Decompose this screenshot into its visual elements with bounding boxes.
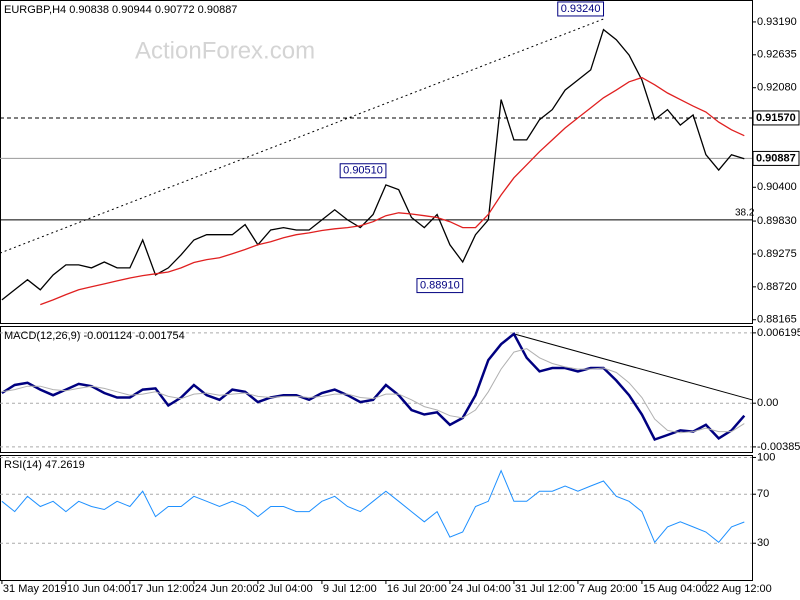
series-line (1, 331, 746, 442)
y-tick-label: 0.93190 (757, 16, 797, 28)
y-tick-label: 0.92080 (757, 82, 797, 94)
x-tick-label: 15 Aug 04:00 (643, 583, 708, 595)
x-tick-label: 22 Aug 12:00 (707, 583, 772, 595)
level-label-box (752, 150, 800, 166)
x-tick-label: 31 May 2019 (3, 583, 67, 595)
y-tick-label: 0.88165 (757, 314, 797, 326)
y-tick-label: 0.00 (757, 397, 778, 409)
level-label: 0.91570 (756, 112, 796, 124)
x-tick-label: 17 Jun 12:00 (131, 583, 195, 595)
x-tick-label: 10 Jun 04:00 (67, 583, 131, 595)
panel-title: EURGBP,H4 0.90838 0.90944 0.90772 0.9088… (4, 4, 237, 16)
y-tick-label: 0.89275 (757, 248, 797, 260)
y-tick-label: -0.003851 (757, 441, 800, 453)
y-tick-label: 0.88720 (757, 281, 797, 293)
y-tick-label: 70 (757, 488, 769, 500)
x-tick-label: 24 Jun 20:00 (195, 583, 259, 595)
y-tick-label: 100 (757, 451, 775, 463)
level-label: 0.90887 (756, 152, 796, 164)
x-tick-label: 7 Aug 20:00 (579, 583, 638, 595)
series-line (1, 469, 745, 544)
y-tick-label: 30 (757, 537, 769, 549)
x-tick-label: 24 Jul 04:00 (451, 583, 511, 595)
macd-panel-frame (0, 326, 753, 453)
annotation-box (416, 278, 464, 294)
annotation-label: 0.88910 (420, 279, 460, 291)
rsi-panel-frame (0, 455, 753, 581)
y-tick-label: 0.89830 (757, 215, 797, 227)
trend-line (513, 333, 753, 401)
series-line (40, 76, 745, 306)
fib-label: 38.2 (735, 208, 755, 219)
y-tick-label: 0.006195 (757, 327, 800, 339)
x-tick-label: 16 Jul 20:00 (387, 583, 447, 595)
panel-title: RSI(14) 47.2619 (4, 459, 85, 471)
annotation-label: 0.93240 (561, 3, 601, 15)
x-tick-label: 2 Jul 04:00 (259, 583, 313, 595)
y-tick-label: 0.90400 (757, 181, 797, 193)
x-tick-label: 31 Jul 12:00 (515, 583, 575, 595)
watermark: ActionForex.com (135, 37, 315, 64)
y-tick-label: 0.92635 (757, 49, 797, 61)
annotation-box (557, 1, 605, 17)
panel-title: MACD(12,26,9) -0.001124 -0.001754 (4, 330, 185, 342)
series-line (1, 28, 745, 301)
annotation-box (339, 163, 387, 179)
x-tick-label: 9 Jul 12:00 (323, 583, 377, 595)
annotation-label: 0.90510 (343, 165, 383, 177)
level-label-box (752, 110, 800, 126)
series-line (1, 348, 745, 434)
